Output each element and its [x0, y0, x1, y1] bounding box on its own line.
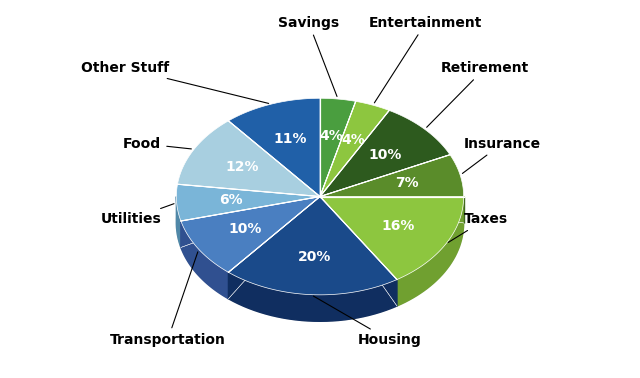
Text: 6%: 6% [220, 194, 243, 208]
Text: Food: Food [123, 136, 191, 151]
Polygon shape [181, 221, 228, 299]
Text: Insurance: Insurance [463, 136, 541, 174]
Text: 12%: 12% [225, 160, 259, 174]
Polygon shape [320, 98, 356, 197]
Polygon shape [228, 272, 397, 321]
Polygon shape [320, 155, 463, 197]
Text: 7%: 7% [395, 176, 419, 190]
Polygon shape [181, 197, 320, 272]
Polygon shape [228, 197, 397, 295]
Text: Transportation: Transportation [109, 252, 225, 347]
Polygon shape [320, 101, 389, 197]
Polygon shape [177, 197, 181, 248]
Text: 4%: 4% [319, 129, 343, 143]
Polygon shape [320, 197, 463, 280]
Text: 20%: 20% [298, 250, 331, 264]
Text: Entertainment: Entertainment [369, 15, 483, 103]
Ellipse shape [177, 125, 463, 321]
Text: 10%: 10% [368, 148, 402, 162]
Polygon shape [177, 184, 320, 221]
Text: Savings: Savings [278, 15, 339, 96]
Polygon shape [320, 110, 450, 197]
Text: 10%: 10% [228, 222, 262, 236]
Text: 4%: 4% [341, 133, 365, 147]
Text: Housing: Housing [314, 296, 422, 347]
Text: Retirement: Retirement [427, 61, 529, 127]
Polygon shape [228, 98, 320, 197]
Text: 11%: 11% [273, 132, 307, 146]
Polygon shape [177, 121, 320, 197]
Text: Utilities: Utilities [100, 204, 174, 226]
Polygon shape [397, 197, 463, 306]
Text: Taxes: Taxes [448, 212, 508, 242]
Text: Other Stuff: Other Stuff [81, 61, 269, 104]
Text: 16%: 16% [381, 219, 415, 233]
